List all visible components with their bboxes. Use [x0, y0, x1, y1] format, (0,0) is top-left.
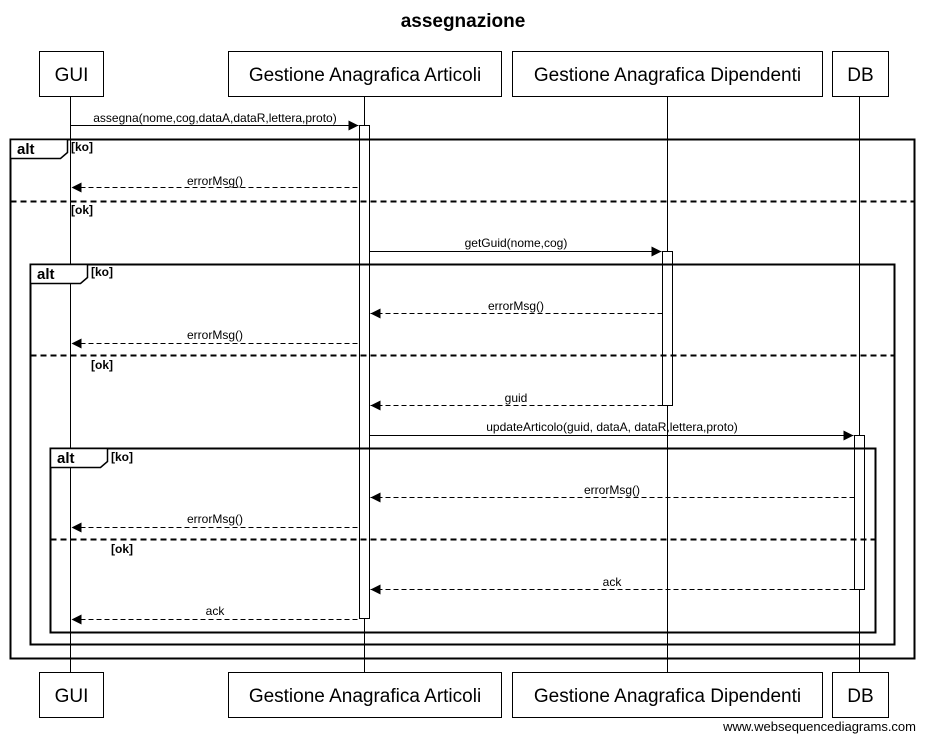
- footer-credit: www.websequencediagrams.com: [722, 719, 916, 734]
- message-label: assegna(nome,cog,dataA,dataR,lettera,pro…: [93, 111, 336, 125]
- participant-articoli-top: Gestione Anagrafica Articoli: [228, 51, 502, 97]
- activation-dipendenti: [662, 251, 673, 406]
- message-errormsg-1: errorMsg(): [71, 174, 358, 193]
- participant-db-top: DB: [832, 51, 889, 97]
- participant-gui-bottom: GUI: [39, 672, 104, 718]
- message-errormsg-3: errorMsg(): [71, 328, 358, 349]
- frame-guard: [ko]: [91, 265, 113, 279]
- participant-label: GUI: [55, 686, 89, 707]
- frame-guard: [ok]: [111, 542, 133, 556]
- frame-guard: [ko]: [71, 140, 93, 154]
- alt-frame-outer: alt [ko] [ok]: [9, 138, 916, 660]
- message-ack-2: ack: [71, 604, 358, 625]
- message-label: ack: [206, 604, 226, 618]
- frame-keyword: alt: [37, 266, 55, 283]
- message-errormsg-4: errorMsg(): [370, 483, 855, 503]
- message-label: errorMsg(): [187, 512, 243, 526]
- message-label: ack: [603, 575, 623, 589]
- activation-bars: [359, 125, 865, 619]
- participant-label: GUI: [55, 65, 89, 86]
- message-errormsg-2: errorMsg(): [370, 299, 663, 319]
- messages: assegna(nome,cog,dataA,dataR,lettera,pro…: [70, 111, 855, 625]
- participant-db-bottom: DB: [832, 672, 889, 718]
- frame-guard: [ok]: [91, 358, 113, 372]
- frame-keyword: alt: [57, 450, 75, 467]
- message-getguid: getGuid(nome,cog): [369, 236, 662, 257]
- message-label: errorMsg(): [187, 328, 243, 342]
- diagram-title: assegnazione: [401, 11, 526, 32]
- participant-label: DB: [847, 65, 873, 86]
- activation-articoli: [359, 125, 370, 619]
- alt-frame-inner: alt [ko] [ok]: [49, 447, 877, 634]
- participant-dipendenti-top: Gestione Anagrafica Dipendenti: [512, 51, 823, 97]
- message-errormsg-5: errorMsg(): [71, 512, 358, 533]
- message-assegna: assegna(nome,cog,dataA,dataR,lettera,pro…: [70, 111, 359, 131]
- participant-label: Gestione Anagrafica Articoli: [249, 686, 481, 707]
- message-label: guid: [505, 391, 528, 405]
- frame-keyword: alt: [17, 141, 35, 158]
- participant-label: Gestione Anagrafica Dipendenti: [534, 686, 801, 707]
- message-updatearticolo: updateArticolo(guid, dataA, dataR,letter…: [369, 420, 854, 441]
- message-label: getGuid(nome,cog): [465, 236, 568, 250]
- participant-gui-top: GUI: [39, 51, 104, 97]
- frame-guard: [ok]: [71, 203, 93, 217]
- message-guid: guid: [370, 391, 663, 411]
- participant-dipendenti-bottom: Gestione Anagrafica Dipendenti: [512, 672, 823, 718]
- message-ack-1: ack: [370, 575, 855, 595]
- participant-articoli-bottom: Gestione Anagrafica Articoli: [228, 672, 502, 718]
- message-label: errorMsg(): [187, 174, 243, 188]
- alt-frame-middle: alt [ko] [ok]: [29, 263, 896, 646]
- message-label: errorMsg(): [488, 299, 544, 313]
- activation-db: [854, 435, 865, 590]
- participant-label: Gestione Anagrafica Dipendenti: [534, 65, 801, 86]
- participant-label: DB: [847, 686, 873, 707]
- participant-label: Gestione Anagrafica Articoli: [249, 65, 481, 86]
- message-label: errorMsg(): [584, 483, 640, 497]
- message-label: updateArticolo(guid, dataA, dataR,letter…: [486, 420, 737, 434]
- frame-guard: [ko]: [111, 450, 133, 464]
